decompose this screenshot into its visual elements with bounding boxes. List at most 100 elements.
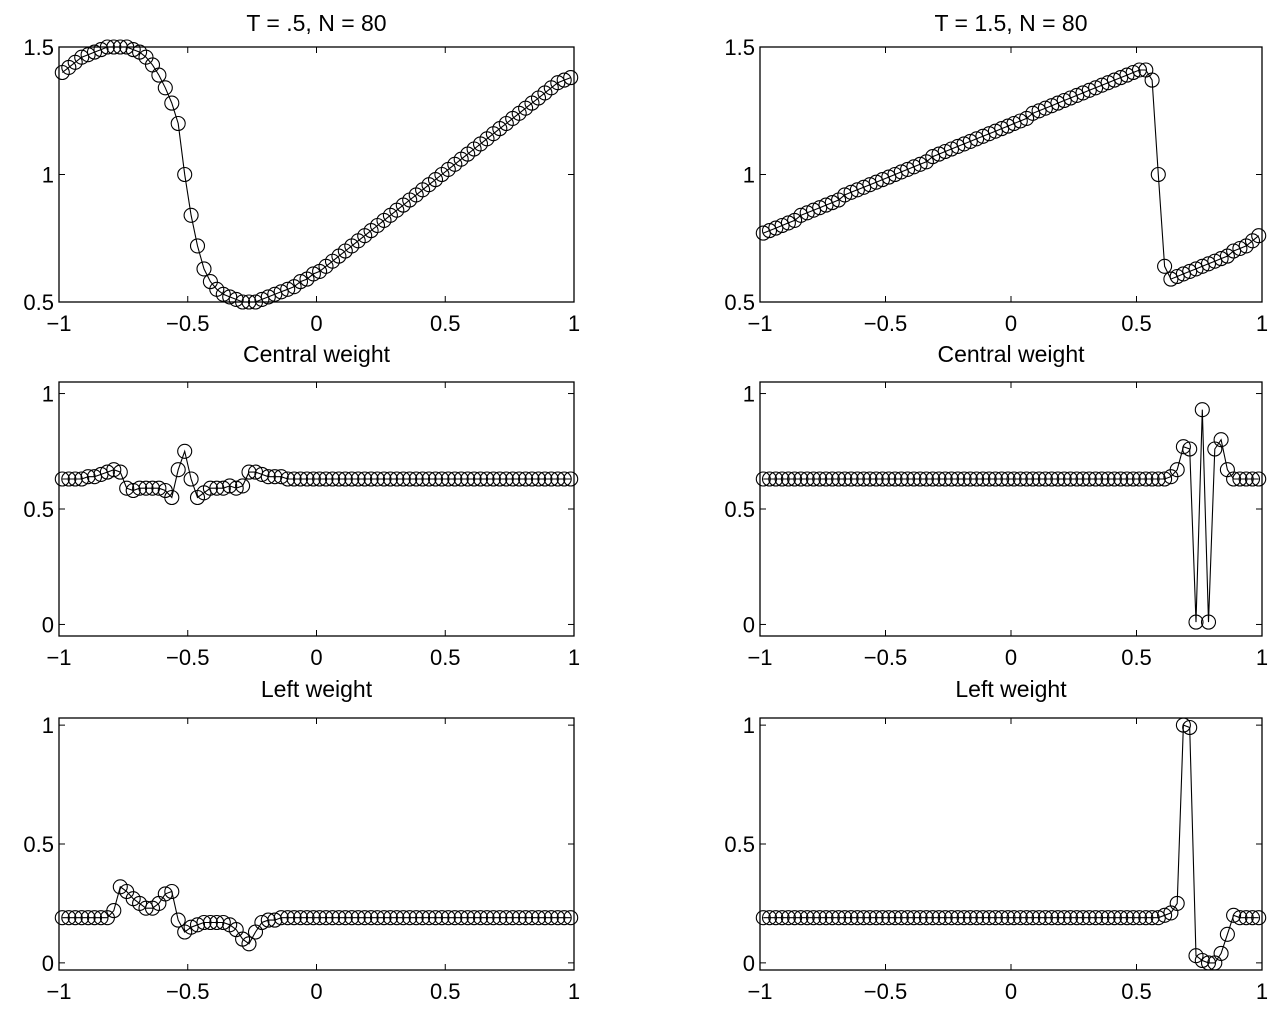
data-point — [1012, 113, 1028, 129]
data-point — [837, 187, 853, 203]
data-point — [543, 471, 559, 487]
data-point — [1031, 471, 1047, 487]
data-point — [793, 207, 809, 223]
data-point — [887, 471, 903, 487]
data-point — [1094, 910, 1110, 926]
y-tick-label: 0.5 — [724, 290, 755, 315]
data-point — [485, 471, 501, 487]
data-point — [86, 44, 103, 60]
data-point — [164, 883, 180, 900]
data-point — [1081, 471, 1097, 487]
data-point — [856, 910, 872, 926]
data-point — [382, 471, 398, 487]
data-point — [556, 471, 572, 487]
data-point — [305, 471, 321, 487]
data-point — [1200, 256, 1217, 272]
data-point — [550, 75, 566, 91]
data-point — [395, 910, 411, 926]
data-point — [812, 471, 828, 487]
data-point — [189, 917, 206, 933]
data-point — [824, 195, 840, 211]
data-point — [1207, 253, 1223, 269]
data-point — [1075, 85, 1091, 101]
data-point — [524, 471, 540, 487]
data-point — [215, 480, 231, 496]
data-point — [93, 910, 109, 926]
data-point — [472, 910, 489, 926]
data-point — [369, 910, 386, 926]
data-point — [183, 207, 199, 223]
data-point — [812, 200, 828, 216]
data-point — [312, 471, 328, 487]
data-point — [518, 910, 534, 926]
data-point — [1182, 263, 1198, 279]
data-point — [1019, 910, 1035, 926]
x-tick-label: −0.5 — [864, 979, 907, 1004]
data-point — [1025, 105, 1041, 121]
data-point — [530, 910, 547, 926]
data-point — [1106, 910, 1122, 926]
panels-layer: T = .5, N = 80−1 −0.5 0 0.5 10.511.5T = 1.5,… — [23, 10, 1268, 1004]
data-point — [427, 471, 444, 487]
data-point — [881, 471, 897, 487]
panel-title: T = 1.5, N = 80 — [934, 10, 1087, 36]
data-point — [761, 223, 778, 239]
data-point — [170, 462, 186, 478]
data-point — [202, 274, 218, 290]
data-point — [874, 910, 891, 926]
data-point — [61, 471, 77, 487]
data-point — [511, 910, 527, 926]
data-point — [887, 910, 903, 926]
x-tick-label: 0 — [310, 311, 322, 336]
x-tick-label: 0 — [1005, 645, 1017, 670]
data-point — [1188, 614, 1204, 630]
axes-frame — [58, 717, 575, 971]
data-point — [843, 471, 859, 487]
data-point — [868, 910, 884, 926]
data-point — [299, 471, 315, 487]
panel-row3-left: Left weight −1 −0.5 0 0.5 1 0 0.5 1 — [23, 676, 580, 1004]
data-point — [80, 910, 96, 926]
data-point — [125, 42, 141, 58]
data-point — [1125, 471, 1141, 487]
data-point — [943, 910, 960, 926]
data-point — [768, 910, 784, 926]
data-point — [1182, 719, 1198, 736]
x-tick-label: 0.5 — [430, 645, 461, 670]
panel-title: Central weight — [937, 341, 1085, 367]
data-point — [164, 489, 180, 506]
x-tick-label: 0.5 — [430, 311, 461, 336]
x-tick-label: −1 — [46, 311, 71, 336]
panel-row2-right: Central weight −1 −0.5 0 0.5 1 0 0.5 1 — [724, 341, 1268, 670]
data-point — [440, 471, 456, 487]
data-point — [363, 910, 379, 926]
x-tick-label: 0 — [310, 979, 322, 1004]
panel-row2-left: Central weight −1 −0.5 0 0.5 1 0 0.5 1 — [23, 341, 580, 670]
x-tick-label: 1 — [568, 311, 580, 336]
data-point — [1213, 251, 1229, 267]
data-point — [1000, 910, 1016, 926]
data-point — [1226, 243, 1242, 259]
data-point — [196, 261, 212, 277]
data-point — [254, 914, 270, 931]
x-tick-label: −1 — [747, 979, 772, 1004]
data-point — [981, 471, 997, 487]
axes-frame — [759, 381, 1263, 637]
data-point — [434, 910, 450, 926]
data-point — [1125, 910, 1141, 926]
data-point — [99, 39, 115, 55]
data-point — [900, 910, 916, 926]
data-point — [144, 480, 161, 496]
data-point — [843, 910, 859, 926]
x-tick-label: −1 — [46, 645, 71, 670]
data-point — [254, 466, 270, 482]
data-point — [818, 471, 834, 487]
data-point — [799, 471, 815, 487]
data-point — [434, 471, 450, 487]
data-point — [1169, 895, 1185, 911]
data-point — [1062, 471, 1079, 487]
data-point — [1025, 910, 1041, 926]
data-point — [1244, 910, 1261, 926]
data-point — [177, 166, 193, 183]
series-line — [763, 724, 1259, 964]
